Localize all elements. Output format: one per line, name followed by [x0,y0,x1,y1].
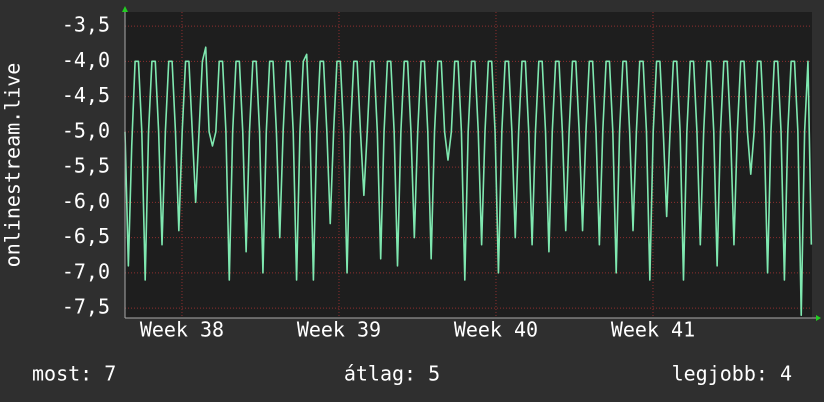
y-tick-label: -7,0 [62,259,110,283]
x-tick-label: Week 41 [611,318,695,342]
x-arrow [816,315,821,321]
marks [124,46,813,316]
y-tick-label: -6,5 [62,224,110,248]
series-line [124,46,813,316]
y-tick-label: -7,5 [62,295,110,319]
y-tick-label: -4,0 [62,48,110,72]
y-tick-label: -5,0 [62,118,110,142]
y-tick-label: -5,5 [62,154,110,178]
y-tick-label: -6,0 [62,189,110,213]
y-tick-label: -4,5 [62,83,110,107]
average-value: átlag: 5 [344,362,440,386]
x-tick-label: Week 38 [140,318,224,342]
y-axis-label: onlinestream.live [1,63,25,268]
best-value: legjobb: 4 [672,362,792,386]
x-tick-label: Week 39 [297,318,381,342]
current-value: most: 7 [32,362,116,386]
plot-area [125,12,812,318]
y-tick-label: -3,5 [62,13,110,37]
y-arrow [122,6,128,12]
x-tick-label: Week 40 [454,318,538,342]
axes [122,6,821,321]
